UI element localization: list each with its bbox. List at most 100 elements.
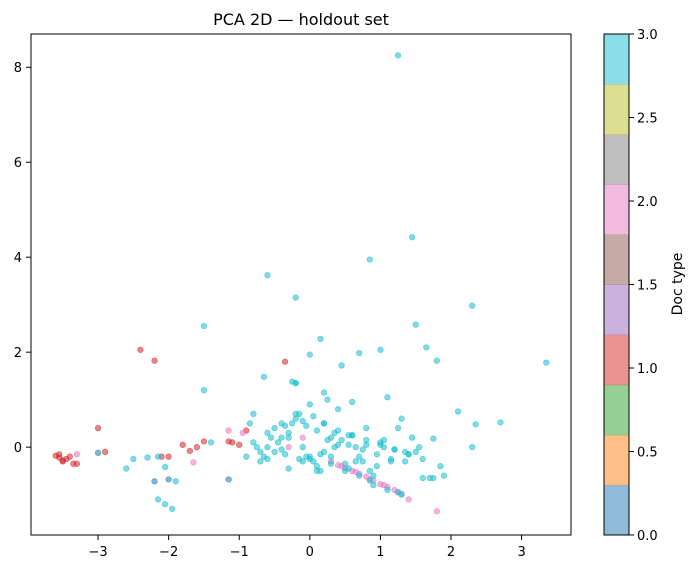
point-doc-type-3 bbox=[250, 439, 257, 446]
colorbar-tick-label: 1.5 bbox=[637, 279, 658, 294]
point-doc-type-3 bbox=[384, 486, 391, 493]
point-doc-type-1 bbox=[236, 441, 243, 448]
point-doc-type-3 bbox=[469, 444, 476, 451]
point-doc-type-3 bbox=[334, 427, 342, 434]
y-tick-label: 0 bbox=[14, 441, 22, 456]
point-doc-type-3 bbox=[271, 448, 278, 455]
x-tick-label: 2 bbox=[447, 545, 455, 560]
point-doc-type-2 bbox=[190, 459, 197, 466]
colorbar-segment bbox=[604, 134, 629, 185]
point-doc-type-3 bbox=[352, 444, 359, 451]
point-doc-type-3 bbox=[377, 439, 384, 446]
point-doc-type-3 bbox=[200, 387, 208, 394]
point-doc-type-3 bbox=[359, 446, 366, 453]
point-doc-type-3 bbox=[377, 346, 384, 353]
point-doc-type-3 bbox=[278, 434, 285, 441]
point-doc-type-3 bbox=[292, 410, 299, 418]
colorbar-segment bbox=[604, 184, 629, 235]
y-tick-label: 2 bbox=[14, 346, 22, 361]
colorbar-tick-label: 0.0 bbox=[637, 529, 658, 544]
point-doc-type-3 bbox=[296, 455, 303, 463]
point-doc-type-3 bbox=[327, 453, 335, 460]
point-doc-type-2 bbox=[239, 429, 246, 437]
point-doc-type-2 bbox=[73, 451, 80, 458]
point-doc-type-3 bbox=[342, 467, 349, 474]
point-doc-type-2 bbox=[299, 434, 306, 441]
point-doc-type-1 bbox=[229, 439, 236, 446]
point-doc-type-3 bbox=[334, 406, 342, 413]
point-doc-type-3 bbox=[264, 272, 271, 279]
point-doc-type-3 bbox=[207, 439, 215, 446]
point-doc-type-3 bbox=[356, 350, 363, 357]
point-doc-type-3 bbox=[172, 478, 179, 485]
point-doc-type-3 bbox=[285, 465, 292, 472]
point-doc-type-3 bbox=[274, 439, 282, 446]
x-tick-label: 1 bbox=[376, 545, 384, 560]
point-doc-type-3 bbox=[264, 455, 271, 463]
point-doc-type-1 bbox=[137, 346, 144, 353]
point-doc-type-3 bbox=[299, 417, 306, 425]
point-doc-type-3 bbox=[327, 434, 335, 441]
point-doc-type-3 bbox=[423, 344, 430, 351]
point-doc-type-1 bbox=[179, 441, 186, 448]
point-doc-type-3 bbox=[306, 351, 313, 358]
point-doc-type-3 bbox=[324, 396, 331, 403]
point-doc-type-3 bbox=[454, 408, 462, 415]
point-doc-type-3 bbox=[154, 453, 162, 460]
point-doc-type-1 bbox=[56, 451, 63, 458]
point-doc-type-3 bbox=[469, 302, 476, 309]
colorbar-tick-label: 3.0 bbox=[637, 28, 658, 43]
point-doc-type-3 bbox=[310, 413, 317, 420]
colorbar-segment bbox=[604, 484, 629, 536]
point-doc-type-3 bbox=[472, 421, 479, 428]
chart-title: PCA 2D — holdout set bbox=[213, 10, 389, 29]
x-tick-label: −2 bbox=[159, 545, 178, 560]
point-doc-type-3 bbox=[497, 419, 504, 426]
point-doc-type-3 bbox=[200, 322, 208, 330]
point-doc-type-3 bbox=[338, 362, 345, 369]
colorbar-segment bbox=[604, 234, 629, 285]
colorbar-tick-label: 0.5 bbox=[637, 446, 658, 461]
point-doc-type-3 bbox=[359, 458, 366, 465]
point-doc-type-3 bbox=[405, 451, 412, 458]
point-doc-type-3 bbox=[370, 472, 377, 479]
plot-frame bbox=[30, 33, 572, 536]
point-doc-type-3 bbox=[394, 489, 402, 496]
point-doc-type-3 bbox=[267, 434, 275, 441]
point-doc-type-3 bbox=[257, 448, 264, 455]
point-doc-type-0 bbox=[94, 449, 102, 456]
colorbar-segment bbox=[604, 434, 629, 486]
scatter-points bbox=[52, 52, 550, 515]
point-doc-type-3 bbox=[260, 373, 268, 380]
point-doc-type-3 bbox=[282, 451, 289, 458]
point-doc-type-3 bbox=[246, 420, 253, 427]
point-doc-type-3 bbox=[271, 425, 278, 432]
point-doc-type-3 bbox=[345, 432, 352, 439]
point-doc-type-3 bbox=[306, 453, 313, 460]
colorbar-segment bbox=[604, 84, 629, 135]
colorbar-segment bbox=[604, 334, 629, 386]
point-doc-type-3 bbox=[387, 455, 395, 463]
point-doc-type-3 bbox=[370, 482, 377, 489]
x-axis: −3 −2 −1 0 1 2 3 bbox=[88, 535, 526, 560]
point-doc-type-1 bbox=[94, 425, 102, 432]
point-doc-type-3 bbox=[123, 465, 130, 472]
colorbar-tick-label: 2.5 bbox=[637, 112, 658, 127]
point-doc-type-3 bbox=[292, 379, 299, 387]
point-doc-type-2 bbox=[433, 508, 440, 515]
point-doc-type-3 bbox=[366, 477, 373, 484]
point-doc-type-3 bbox=[313, 427, 320, 434]
point-doc-type-1 bbox=[66, 453, 73, 460]
point-doc-type-1 bbox=[165, 453, 172, 460]
point-doc-type-3 bbox=[394, 425, 402, 432]
point-doc-type-3 bbox=[154, 496, 162, 503]
point-doc-type-3 bbox=[303, 422, 310, 429]
point-doc-type-3 bbox=[285, 434, 292, 441]
point-doc-type-3 bbox=[433, 357, 440, 364]
colorbar-segment bbox=[604, 284, 629, 336]
point-doc-type-3 bbox=[278, 446, 285, 453]
point-doc-type-3 bbox=[169, 505, 176, 512]
y-tick-label: 8 bbox=[14, 61, 22, 76]
point-doc-type-3 bbox=[402, 458, 409, 465]
